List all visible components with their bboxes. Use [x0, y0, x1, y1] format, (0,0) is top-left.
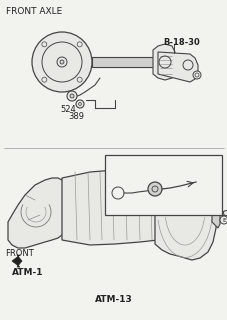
Text: B-18-30: B-18-30 — [162, 38, 199, 47]
Polygon shape — [62, 170, 157, 245]
Text: FRONT: FRONT — [5, 249, 34, 258]
Polygon shape — [57, 44, 70, 80]
Circle shape — [147, 182, 161, 196]
Circle shape — [192, 71, 200, 79]
Circle shape — [78, 102, 81, 106]
Polygon shape — [8, 178, 65, 248]
Circle shape — [42, 42, 47, 47]
Circle shape — [76, 100, 84, 108]
Text: 389: 389 — [68, 112, 84, 121]
Polygon shape — [154, 156, 216, 260]
Text: ATM-1: ATM-1 — [12, 268, 43, 277]
Circle shape — [42, 77, 47, 82]
Text: FRONT AXLE: FRONT AXLE — [6, 7, 62, 16]
Circle shape — [32, 32, 92, 92]
Text: E: E — [221, 218, 225, 222]
Polygon shape — [211, 192, 219, 228]
Circle shape — [222, 211, 227, 215]
Polygon shape — [157, 52, 197, 82]
Bar — [105, 155, 221, 215]
Text: 524: 524 — [60, 105, 75, 114]
Polygon shape — [92, 57, 157, 67]
Polygon shape — [152, 44, 174, 80]
Circle shape — [77, 77, 82, 82]
Polygon shape — [219, 211, 225, 215]
Circle shape — [60, 60, 64, 64]
Circle shape — [182, 60, 192, 70]
Text: E: E — [115, 190, 120, 196]
Text: MISSION HARNESS: MISSION HARNESS — [139, 158, 210, 167]
Circle shape — [57, 57, 67, 67]
Circle shape — [67, 91, 77, 101]
Text: M-8: M-8 — [195, 200, 213, 209]
Text: ATM-13: ATM-13 — [95, 295, 132, 304]
Text: 234: 234 — [139, 198, 155, 207]
Circle shape — [70, 94, 74, 98]
Circle shape — [77, 42, 82, 47]
Polygon shape — [12, 255, 22, 267]
Circle shape — [219, 216, 227, 224]
